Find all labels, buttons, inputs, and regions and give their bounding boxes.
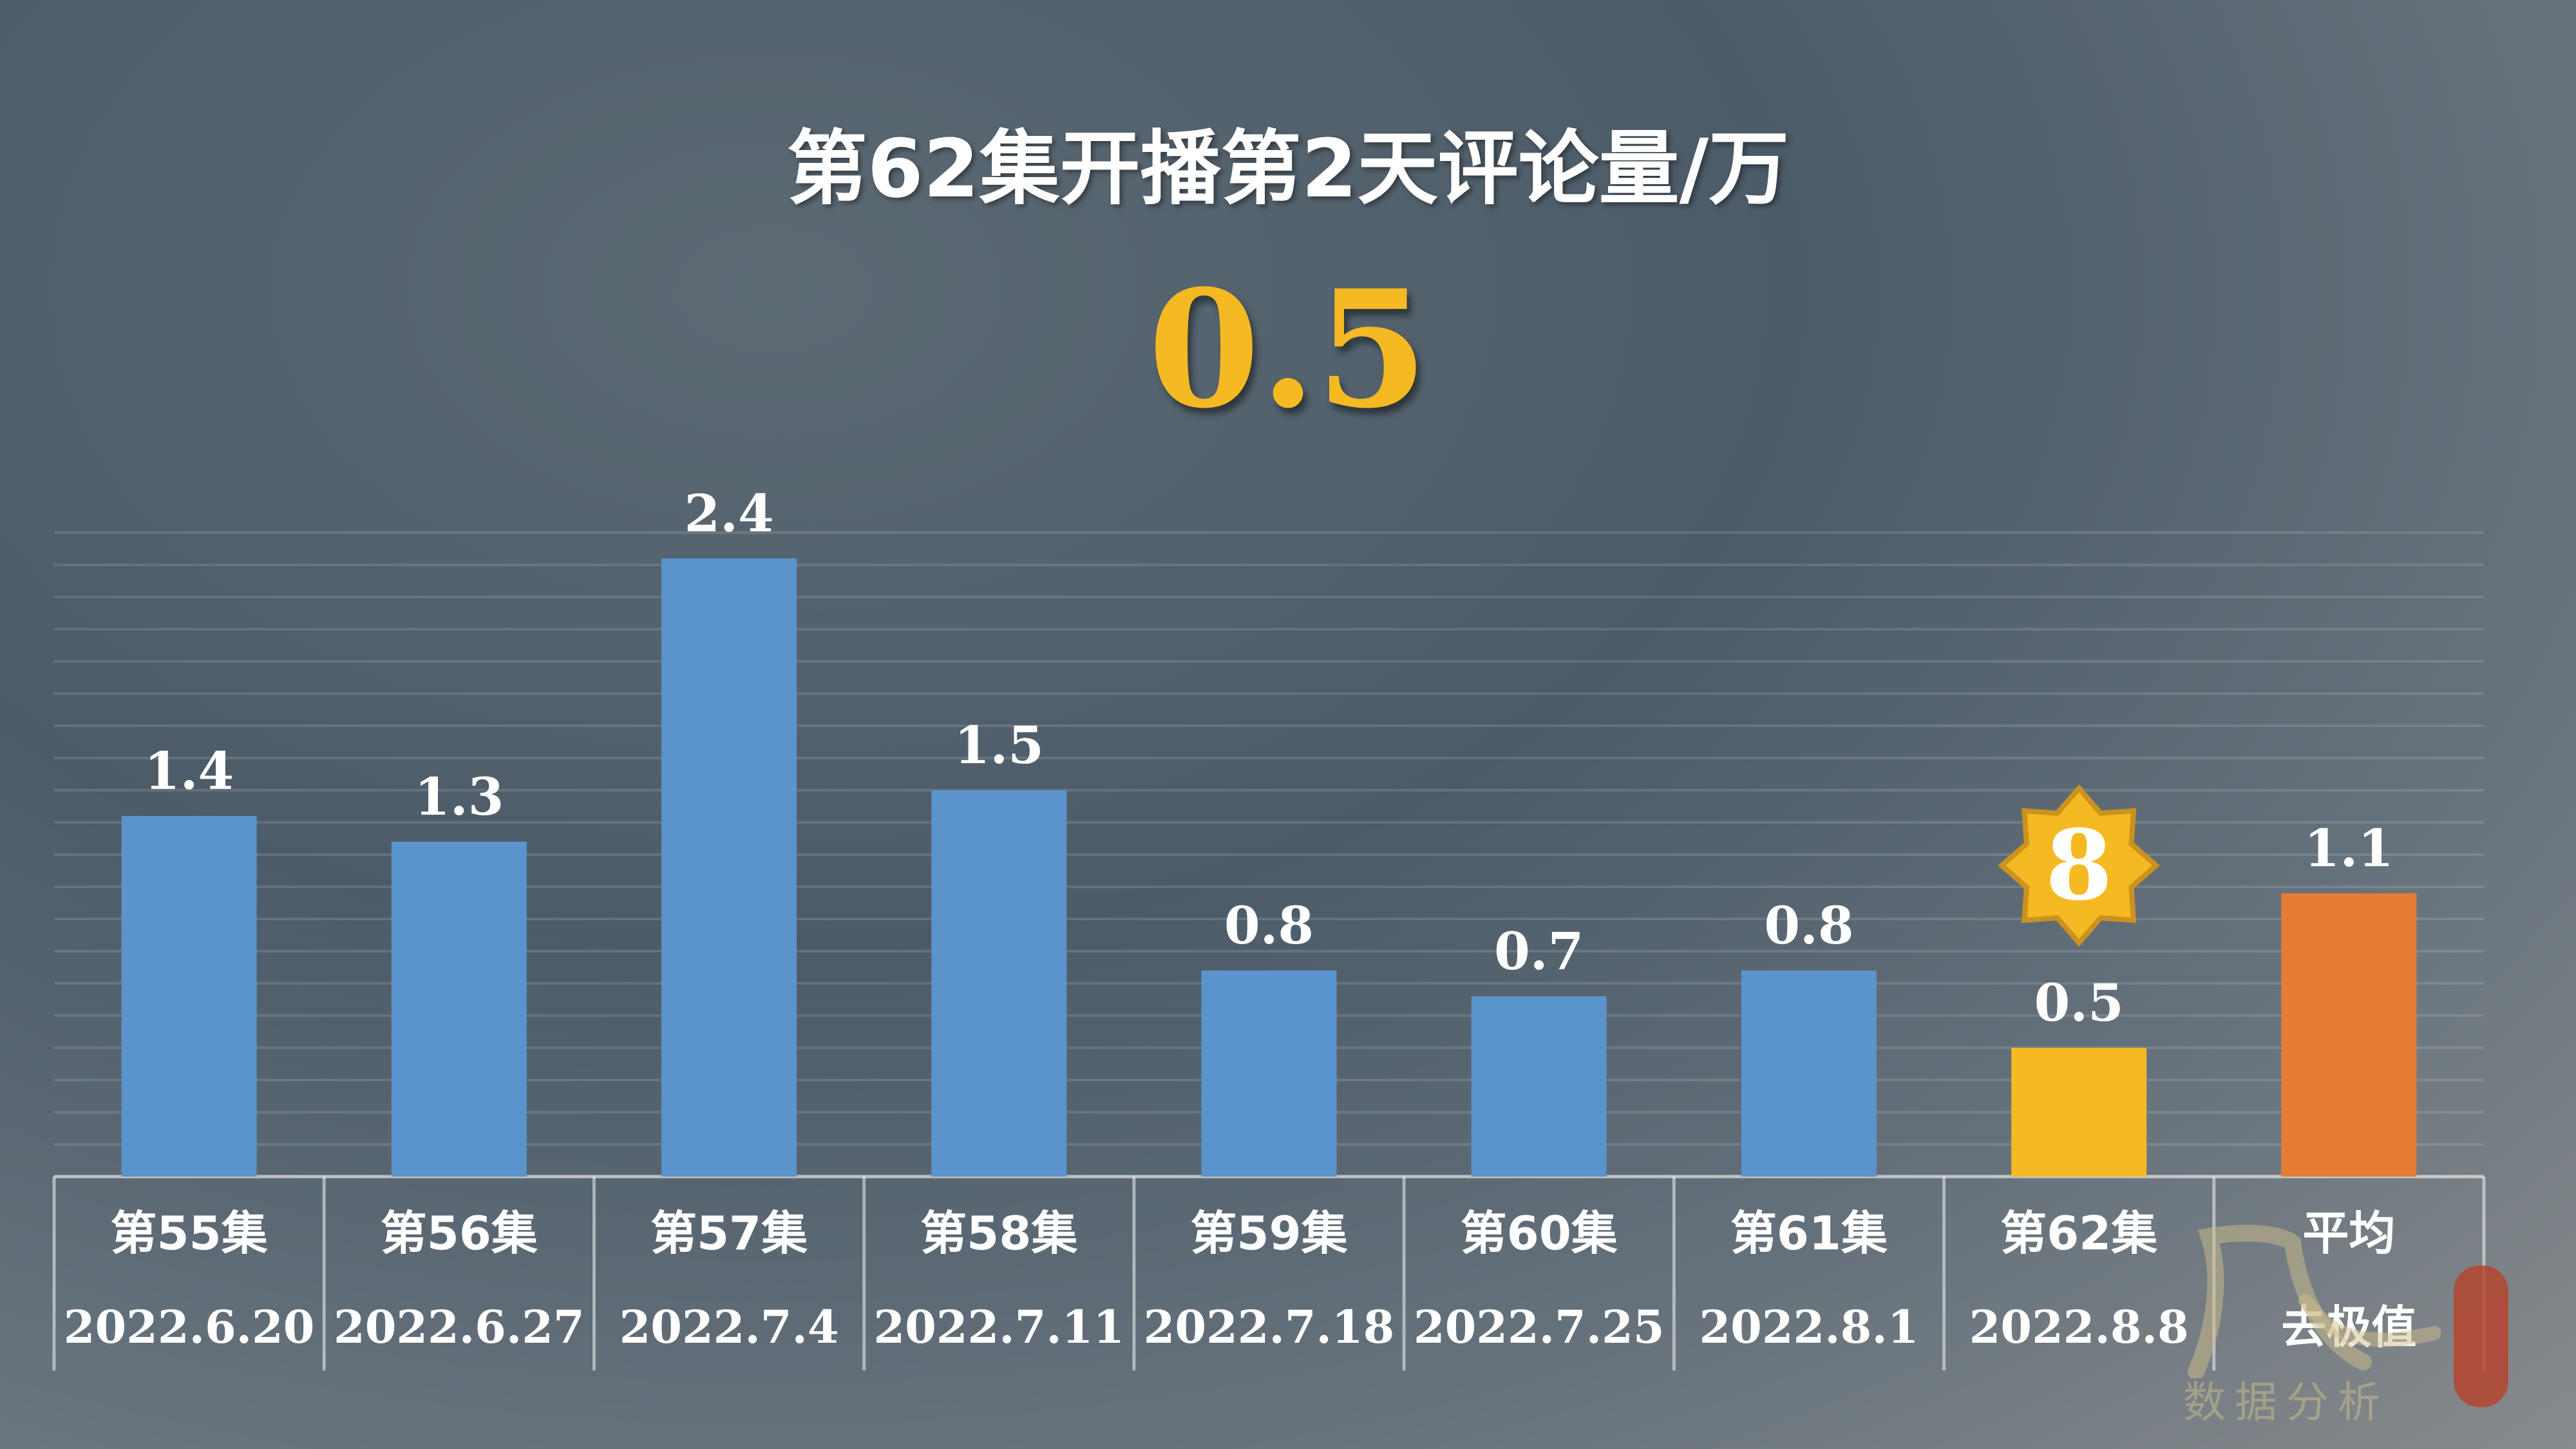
star-badge-icon xyxy=(1998,784,2161,947)
category-label: 第58集 xyxy=(920,1206,1077,1260)
category-label: 平均 xyxy=(2302,1206,2395,1260)
bar xyxy=(1471,996,1607,1177)
value-label: 0.8 xyxy=(1224,895,1314,956)
date-label: 2022.7.18 xyxy=(1144,1300,1395,1354)
watermark-seal xyxy=(2454,1265,2508,1407)
category-label: 第60集 xyxy=(1461,1206,1618,1260)
date-label: 2022.7.11 xyxy=(873,1300,1124,1354)
bar xyxy=(931,790,1067,1177)
watermark-logo xyxy=(2188,1224,2441,1378)
date-label: 2022.7.4 xyxy=(620,1300,839,1354)
watermark-brush-stroke xyxy=(2298,1294,2441,1347)
date-label: 2022.6.20 xyxy=(64,1300,315,1354)
bar xyxy=(121,816,257,1177)
category-label: 第57集 xyxy=(650,1206,808,1260)
value-label: 1.4 xyxy=(144,741,234,801)
value-label: 1.1 xyxy=(2304,818,2394,878)
bar xyxy=(391,842,527,1177)
bar xyxy=(661,558,797,1177)
highlight-value: 0.5 xyxy=(1148,254,1428,444)
watermark-brush-stroke xyxy=(2188,1224,2372,1378)
watermark-subtitle: 数据分析 xyxy=(2183,1378,2389,1427)
category-label: 第55集 xyxy=(111,1206,268,1260)
value-label: 2.4 xyxy=(684,483,773,544)
date-label: 2022.6.27 xyxy=(334,1300,585,1354)
category-label: 第56集 xyxy=(381,1206,538,1260)
bar xyxy=(2011,1048,2147,1177)
bar xyxy=(1201,971,1337,1177)
value-label: 1.5 xyxy=(954,715,1044,775)
value-label: 0.8 xyxy=(1764,895,1853,956)
date-label: 2022.7.25 xyxy=(1414,1300,1665,1354)
date-label: 2022.8.1 xyxy=(1699,1300,1918,1354)
chart-title: 第62集开播第2天评论量/万 xyxy=(786,122,1790,216)
category-label: 第61集 xyxy=(1730,1206,1888,1260)
bar xyxy=(1741,971,1877,1177)
category-label: 第59集 xyxy=(1190,1206,1347,1260)
bar xyxy=(2281,893,2417,1177)
value-label: 0.7 xyxy=(1494,921,1584,981)
value-label: 0.5 xyxy=(2034,972,2124,1033)
category-label: 第62集 xyxy=(2000,1206,2157,1260)
badge-number: 8 xyxy=(2045,809,2112,922)
date-label: 2022.8.8 xyxy=(1969,1300,2189,1354)
value-label: 1.3 xyxy=(414,766,504,827)
